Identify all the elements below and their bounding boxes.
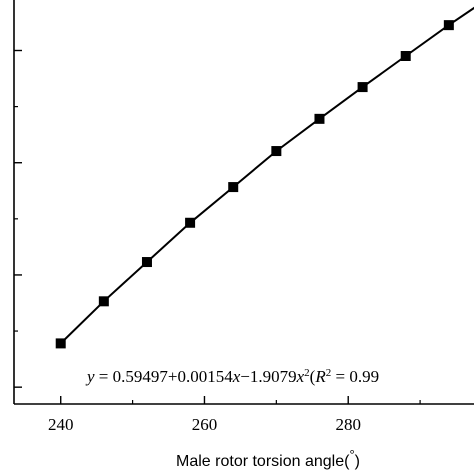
x-axis-title-text: Male rotor torsion angle(: [176, 453, 350, 470]
equation-part: x: [232, 367, 241, 386]
data-point-marker: [228, 182, 239, 193]
data-point-marker: [400, 50, 411, 61]
equation-part: (: [310, 367, 316, 386]
equation-part: y: [85, 367, 95, 386]
data-point-marker: [357, 82, 368, 93]
data-point-marker: [185, 217, 196, 228]
data-point-marker: [98, 296, 109, 307]
equation-part: x: [296, 367, 305, 386]
equation-part: = 0.59497+0.00154: [95, 367, 234, 386]
data-point-marker: [141, 257, 152, 268]
data-point-marker: [55, 338, 66, 349]
data-point-marker: [271, 146, 282, 157]
equation-part: = 0.99: [331, 367, 379, 386]
plot-area: [55, 6, 474, 349]
fit-equation-annotation: y = 0.59497+0.00154x−1.9079x2(R2 = 0.99: [85, 367, 379, 386]
x-tick-label: 280: [335, 415, 361, 434]
equation-part: −1.9079: [240, 367, 296, 386]
x-axis-title-degree: °: [349, 447, 354, 462]
x-tick-label: 240: [48, 415, 74, 434]
axes: 240 260 280: [13, 0, 474, 434]
x-axis-title: Male rotor torsion angle(°): [176, 447, 360, 471]
x-axis-title-close: ): [355, 453, 360, 470]
x-tick-label: 260: [192, 415, 218, 434]
equation-part: R: [314, 367, 326, 386]
equation-part: 2: [326, 367, 332, 379]
data-point-marker: [314, 113, 325, 124]
equation-part: 2: [304, 367, 310, 379]
fit-curve: [60, 6, 474, 345]
data-point-marker: [443, 20, 454, 31]
